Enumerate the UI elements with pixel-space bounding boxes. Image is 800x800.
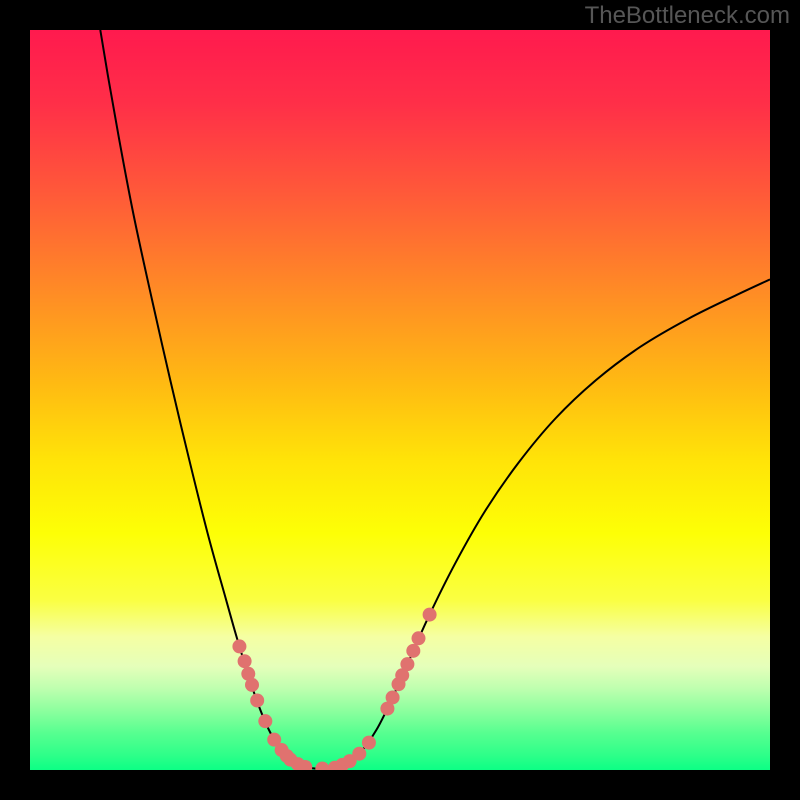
curve-marker	[232, 639, 246, 653]
curve-marker	[406, 644, 420, 658]
curve-marker	[238, 654, 252, 668]
watermark-text: TheBottleneck.com	[585, 2, 790, 30]
curve-marker	[362, 736, 376, 750]
curve-marker	[423, 608, 437, 622]
curve-marker	[250, 693, 264, 707]
curve-marker	[245, 678, 259, 692]
bottleneck-curve-chart	[0, 0, 800, 800]
chart-background	[30, 30, 770, 770]
chart-frame: TheBottleneck.com	[0, 0, 800, 800]
curve-marker	[400, 657, 414, 671]
curve-marker	[352, 747, 366, 761]
curve-marker	[386, 690, 400, 704]
curve-marker	[258, 714, 272, 728]
curve-marker	[412, 631, 426, 645]
